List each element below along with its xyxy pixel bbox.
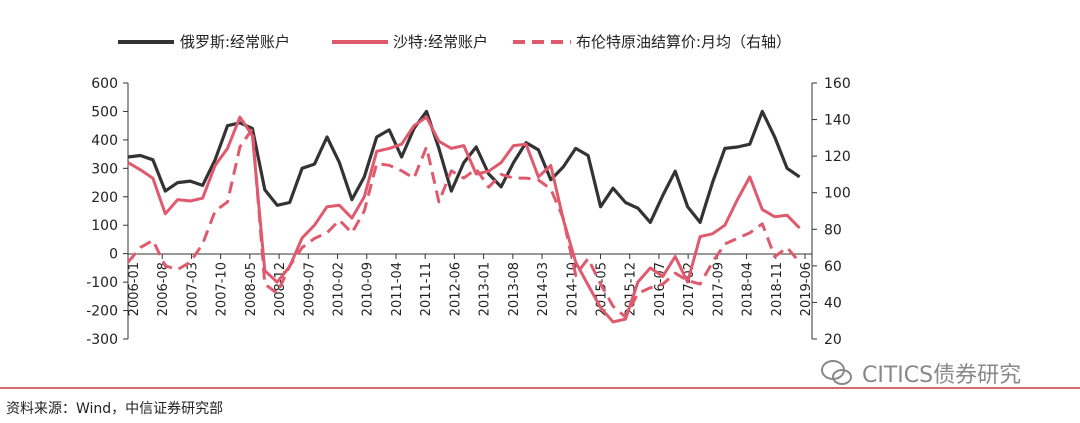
y-right-tick-label: 20 bbox=[824, 332, 842, 348]
y-right-tick-label: 60 bbox=[824, 259, 842, 275]
watermark: CITICS债券研究 bbox=[862, 363, 1022, 388]
x-axis-ticks: 2006-01 2006-08 2007-03 2007-10 2008-05 2008-… bbox=[127, 254, 814, 316]
y-right-tick-label: 120 bbox=[824, 149, 851, 165]
series-line-brent bbox=[126, 127, 801, 319]
y-left-tick-label: 400 bbox=[91, 133, 118, 149]
x-tick-label: 2011-04 bbox=[390, 262, 405, 316]
y-right-tick-label: 160 bbox=[824, 76, 851, 92]
legend-label-saudi: 沙特:经常账户 bbox=[393, 33, 488, 51]
y-left-tick-label: -100 bbox=[86, 275, 118, 291]
y-left-tick-label: 500 bbox=[91, 104, 118, 120]
x-tick-label: 2013-01 bbox=[478, 262, 493, 316]
series-line-russia bbox=[127, 109, 801, 224]
legend-label-russia: 俄罗斯:经常账户 bbox=[180, 33, 290, 51]
y-right-tick-label: 40 bbox=[824, 295, 842, 311]
y-left-tick-label: 0 bbox=[109, 247, 118, 263]
x-tick-label: 2019-06 bbox=[799, 262, 814, 316]
y-left-tick-label: 200 bbox=[91, 190, 118, 206]
y-left-axis: 600 500 400 300 200 100 0 -100 -200 -300 bbox=[86, 76, 128, 348]
series-lines bbox=[126, 109, 801, 324]
y-left-tick-label: -200 bbox=[86, 304, 118, 320]
x-tick-label: 2015-12 bbox=[624, 262, 639, 316]
x-tick-label: 2017-09 bbox=[711, 262, 726, 316]
x-tick-label: 2010-02 bbox=[332, 262, 347, 316]
x-tick-label: 2009-07 bbox=[302, 262, 317, 316]
x-tick-label: 2006-08 bbox=[156, 262, 171, 316]
y-left-tick-label: -300 bbox=[86, 332, 118, 348]
x-tick-label: 2014-10 bbox=[565, 262, 580, 316]
wechat-icon bbox=[821, 360, 852, 385]
y-right-tick-label: 80 bbox=[824, 222, 842, 238]
legend-label-brent: 布伦特原油结算价:月均（右轴） bbox=[576, 33, 791, 51]
x-tick-label: 2018-04 bbox=[741, 262, 756, 316]
y-right-tick-label: 100 bbox=[824, 186, 851, 202]
y-right-tick-label: 140 bbox=[824, 113, 851, 129]
x-tick-label: 2018-11 bbox=[770, 262, 785, 316]
x-tick-label: 2007-10 bbox=[215, 262, 230, 316]
legend: 俄罗斯:经常账户 沙特:经常账户 布伦特原油结算价:月均（右轴） bbox=[118, 33, 791, 51]
series-line-saudi bbox=[127, 115, 801, 324]
y-right-axis: 160 140 120 100 80 60 40 20 bbox=[812, 76, 851, 348]
x-tick-label: 2014-03 bbox=[536, 262, 551, 316]
x-tick-label: 2012-06 bbox=[448, 262, 463, 316]
x-tick-label: 2007-03 bbox=[185, 262, 200, 316]
x-tick-label: 2011-11 bbox=[419, 262, 434, 316]
y-left-tick-label: 100 bbox=[91, 218, 118, 234]
x-tick-label: 2006-01 bbox=[127, 262, 142, 316]
y-left-tick-label: 300 bbox=[91, 161, 118, 177]
y-left-tick-label: 600 bbox=[91, 76, 118, 92]
x-tick-label: 2013-08 bbox=[507, 262, 522, 316]
x-tick-label: 2008-05 bbox=[244, 262, 259, 316]
source-note: 资料来源：Wind，中信证券研究部 bbox=[6, 401, 224, 417]
x-tick-label: 2010-09 bbox=[361, 262, 376, 316]
